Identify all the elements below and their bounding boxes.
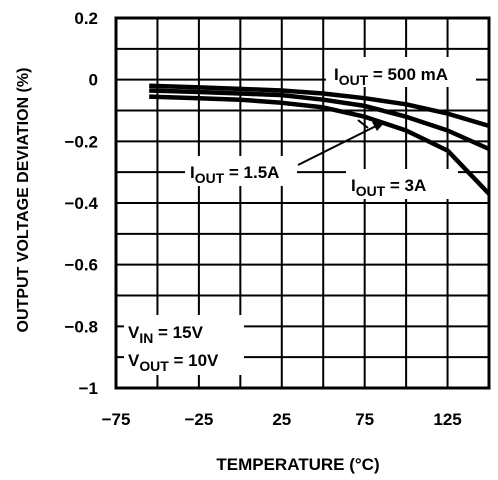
y-tick-label: 0: [89, 71, 98, 90]
leader-line: [357, 119, 369, 129]
y-tick-label: −0.4: [64, 194, 98, 213]
y-tick-label: −0.8: [64, 317, 98, 336]
y-axis-label: OUTPUT VOLTAGE DEVIATION (%): [15, 68, 32, 333]
x-tick-label: −25: [184, 410, 213, 429]
label-backdrop: [124, 315, 244, 375]
condition-vout: VOUT = 10V: [128, 351, 219, 374]
y-tick-labels: 0.2 0 −0.2 −0.4 −0.6 −0.8 −1: [64, 9, 98, 398]
series-line-2: [149, 88, 490, 152]
x-tick-labels: −75 −25 25 75 125: [102, 410, 462, 429]
label-backdrop: [326, 57, 476, 87]
label-backdrop: [346, 169, 458, 199]
curve-label-500ma: IOUT = 500 mA: [334, 65, 448, 88]
label-backdrop: [185, 156, 297, 186]
arrow-line: [297, 124, 379, 166]
condition-vin: VIN = 15V: [128, 323, 204, 346]
y-tick-label: 0.2: [74, 9, 98, 28]
x-tick-label: −75: [102, 410, 131, 429]
plot-frame: [114, 16, 491, 390]
curve-label-3a: IOUT = 3A: [351, 176, 426, 199]
y-tick-label: −0.6: [64, 256, 98, 275]
series-line-3: [149, 94, 491, 196]
series-line-1: [149, 83, 490, 129]
y-tick-label: −0.2: [64, 132, 98, 151]
series-lines: [149, 83, 491, 196]
annotations: IOUT = 500 mA IOUT = 1.5A IOUT = 3A VIN = 1…: [124, 57, 476, 375]
arrow-head: [372, 121, 386, 131]
x-axis-label: TEMPERATURE (°C): [216, 455, 379, 474]
y-tick-label: −1: [79, 379, 98, 398]
x-tick-label: 125: [433, 410, 461, 429]
curve-label-1-5a: IOUT = 1.5A: [190, 163, 279, 186]
x-tick-label: 75: [355, 410, 374, 429]
x-tick-label: 25: [272, 410, 291, 429]
